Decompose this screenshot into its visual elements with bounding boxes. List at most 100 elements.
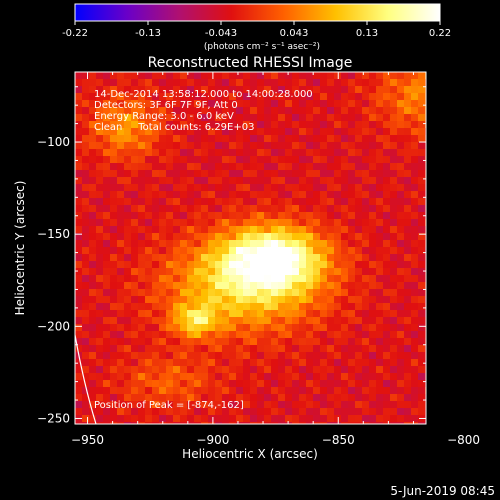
heatmap-cell [278,268,286,276]
heatmap-cell [299,394,307,402]
heatmap-cell [327,100,335,108]
heatmap-cell [299,324,307,332]
heatmap-cell [243,387,251,395]
heatmap-cell [138,422,146,424]
heatmap-cell [236,422,244,424]
heatmap-cell [362,107,370,115]
heatmap-cell [411,226,419,234]
heatmap-cell [110,268,118,276]
heatmap-cell [313,268,321,276]
heatmap-cell [348,359,356,367]
heatmap-cell [327,303,335,311]
heatmap-cell [285,317,293,325]
heatmap-cell [369,79,377,87]
heatmap-cell [355,240,363,248]
heatmap-cell [327,205,335,213]
heatmap-cell [397,226,405,234]
heatmap-cell [390,338,398,346]
heatmap-cell [271,100,279,108]
heatmap-cell [369,149,377,157]
heatmap-cell [257,282,265,290]
heatmap-cell [201,233,209,241]
heatmap-cell [362,296,370,304]
heatmap-cell [299,177,307,185]
heatmap-cell [334,401,342,409]
heatmap-cell [348,156,356,164]
heatmap-cell [404,114,412,122]
heatmap-cell [215,226,223,234]
heatmap-cell [313,359,321,367]
heatmap-cell [299,373,307,381]
heatmap-cell [82,373,90,381]
heatmap-cell [334,345,342,353]
heatmap-cell [292,331,300,339]
heatmap-cell [285,93,293,101]
heatmap-cell [103,296,111,304]
heatmap-cell [145,177,153,185]
heatmap-cell [390,289,398,297]
heatmap-cell [341,149,349,157]
heatmap-cell [327,366,335,374]
heatmap-cell [215,163,223,171]
heatmap-cell [89,331,97,339]
heatmap-cell [264,100,272,108]
heatmap-cell [110,317,118,325]
heatmap-cell [180,317,188,325]
heatmap-cell [152,240,160,248]
heatmap-cell [110,296,118,304]
heatmap-cell [222,135,230,143]
heatmap-cell [243,275,251,283]
heatmap-cell [320,149,328,157]
heatmap-cell [306,324,314,332]
heatmap-cell [96,289,104,297]
heatmap-cell [152,324,160,332]
heatmap-cell [96,247,104,255]
heatmap-cell [257,373,265,381]
heatmap-cell [82,163,90,171]
heatmap-cell [208,72,216,80]
heatmap-cell [355,212,363,220]
heatmap-cell [334,338,342,346]
heatmap-cell [348,86,356,94]
heatmap-cell [369,268,377,276]
heatmap-cell [250,289,258,297]
heatmap-cell [222,394,230,402]
heatmap-cell [418,177,426,185]
heatmap-cell [173,415,181,423]
heatmap-cell [124,366,132,374]
heatmap-cell [236,163,244,171]
heatmap-cell [117,296,125,304]
heatmap-cell [313,275,321,283]
heatmap-cell [229,128,237,136]
heatmap-cell [257,345,265,353]
heatmap-cell [124,233,132,241]
heatmap-cell [292,303,300,311]
heatmap-cell [145,240,153,248]
heatmap-cell [390,177,398,185]
heatmap-cell [257,415,265,423]
heatmap-cell [166,142,174,150]
heatmap-cell [404,205,412,213]
heatmap-cell [117,72,125,80]
heatmap-cell [110,72,118,80]
heatmap-cell [236,149,244,157]
heatmap-cell [390,72,398,80]
heatmap-cell [138,142,146,150]
heatmap-cell [138,331,146,339]
heatmap-cell [208,310,216,318]
heatmap-cell [285,198,293,206]
heatmap-cell [180,261,188,269]
heatmap-cell [124,219,132,227]
heatmap-cell [334,359,342,367]
heatmap-cell [383,352,391,360]
heatmap-cell [82,394,90,402]
heatmap-cell [103,338,111,346]
heatmap-cell [96,128,104,136]
heatmap-cell [96,310,104,318]
heatmap-cell [243,345,251,353]
heatmap-cell [285,366,293,374]
heatmap-cell [278,408,286,416]
heatmap-cell [327,275,335,283]
heatmap-cell [271,394,279,402]
heatmap-cell [131,331,139,339]
